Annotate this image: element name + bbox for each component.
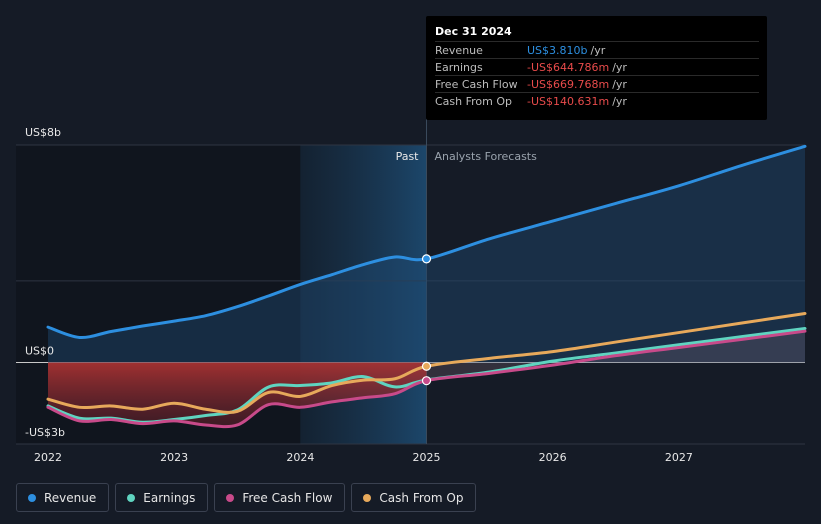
tooltip-unit: /yr — [612, 95, 627, 108]
data-point-marker — [421, 376, 432, 386]
tooltip-value-text: US$3.810b — [527, 44, 588, 57]
y-label-bottom: -US$3b — [25, 426, 65, 439]
tooltip-unit: /yr — [590, 44, 606, 57]
legend-item-earnings[interactable]: Earnings — [115, 483, 209, 512]
tooltip-value: -US$669.768m/yr — [527, 78, 627, 91]
y-label-top: US$8b — [25, 126, 61, 139]
x-tick-label: 2025 — [413, 451, 441, 464]
legend-label: Earnings — [143, 490, 196, 505]
legend: Revenue Earnings Free Cash Flow Cash Fro… — [16, 483, 477, 512]
series-line-revenue — [46, 144, 807, 339]
cash-from-op-dot-icon — [363, 493, 372, 502]
y-label-zero: US$0 — [25, 344, 54, 357]
x-tick-label: 2024 — [286, 451, 314, 464]
series-line-cash-from-op — [46, 312, 807, 414]
tooltip-label: Revenue — [435, 44, 483, 57]
data-point-marker — [421, 361, 432, 371]
past-label: Past — [396, 150, 420, 163]
legend-item-cash-from-op[interactable]: Cash From Op — [351, 483, 477, 512]
legend-label: Cash From Op — [379, 490, 464, 505]
tooltip-row-cash-from-op: Cash From Op -US$140.631m/yr — [435, 92, 759, 110]
tooltip-value-text: -US$669.768m — [527, 78, 610, 91]
tooltip-unit: /yr — [612, 61, 627, 74]
tooltip-row-earnings: Earnings -US$644.786m/yr — [435, 58, 759, 76]
tooltip-value-text: -US$140.631m — [527, 95, 610, 108]
tooltip-value: US$3.810b/yr — [527, 44, 605, 57]
earnings-dot-icon — [127, 493, 136, 502]
tooltip-row-free-cash-flow: Free Cash Flow -US$669.768m/yr — [435, 75, 759, 93]
tooltip-date: Dec 31 2024 — [435, 25, 512, 38]
legend-label: Revenue — [44, 490, 97, 505]
tooltip-label: Earnings — [435, 61, 483, 74]
tooltip-value: -US$140.631m/yr — [527, 95, 627, 108]
x-tick-label: 2027 — [665, 451, 693, 464]
legend-item-free-cash-flow[interactable]: Free Cash Flow — [214, 483, 346, 512]
tooltip-label: Cash From Op — [435, 95, 513, 108]
forecast-label: Analysts Forecasts — [435, 150, 538, 163]
tooltip-value-text: -US$644.786m — [527, 61, 610, 74]
x-tick-label: 2022 — [34, 451, 62, 464]
revenue-dot-icon — [28, 493, 36, 502]
x-tick-label: 2026 — [539, 451, 567, 464]
tooltip: Dec 31 2024 Revenue US$3.810b/yr Earning… — [426, 16, 767, 120]
tooltip-label: Free Cash Flow — [435, 78, 518, 91]
data-point-marker — [421, 254, 432, 264]
legend-item-revenue[interactable]: Revenue — [16, 483, 110, 512]
tooltip-unit: /yr — [612, 78, 627, 91]
revenue-area — [48, 146, 805, 363]
series-line-free-cash-flow — [46, 329, 807, 429]
tooltip-value: -US$644.786m/yr — [527, 61, 627, 74]
free-cash-flow-dot-icon — [226, 493, 235, 502]
tooltip-row-revenue: Revenue US$3.810b/yr — [435, 41, 759, 59]
legend-label: Free Cash Flow — [242, 490, 333, 505]
x-tick-label: 2023 — [160, 451, 188, 464]
